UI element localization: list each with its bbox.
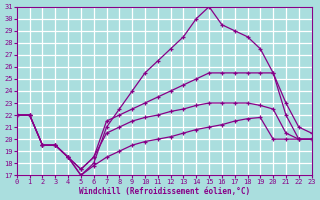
- X-axis label: Windchill (Refroidissement éolien,°C): Windchill (Refroidissement éolien,°C): [79, 187, 250, 196]
